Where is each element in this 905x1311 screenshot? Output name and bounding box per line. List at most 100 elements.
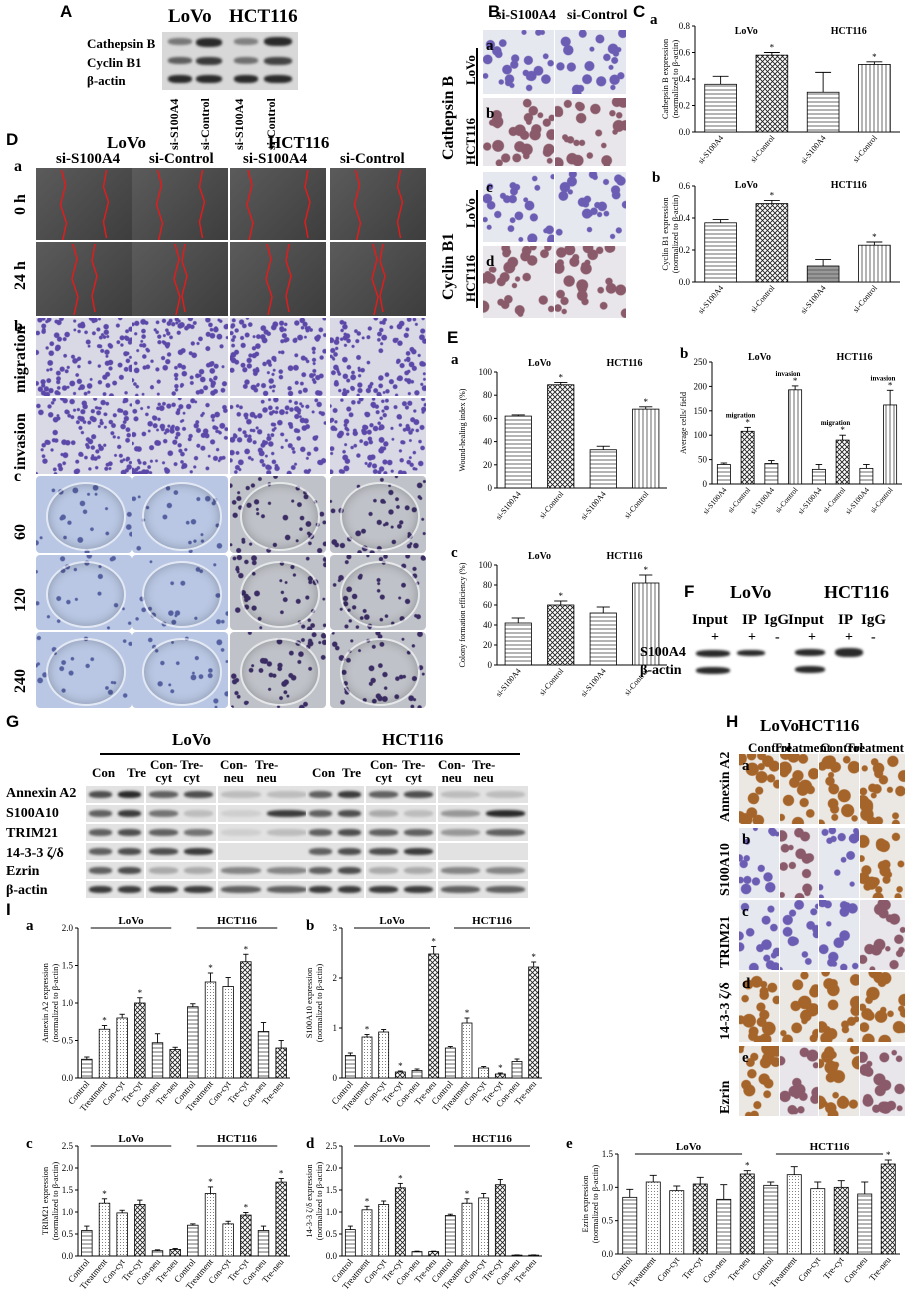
panel-a-row-actin: β-actin xyxy=(87,73,126,88)
panel-f-input-1: Input xyxy=(692,612,728,628)
bar xyxy=(858,244,891,283)
bar xyxy=(151,1042,164,1079)
y-tick-label: 0.4 xyxy=(679,213,691,223)
panel-label-g: G xyxy=(6,712,20,731)
annotation: migration xyxy=(821,419,851,427)
bar xyxy=(461,1022,473,1079)
bar xyxy=(444,1215,456,1257)
panel-b-img-2-1 xyxy=(483,172,554,242)
panel-h-sub-e: e xyxy=(742,1050,749,1066)
x-tick-label: Con-cyt xyxy=(796,1254,823,1283)
panel-d-img-4-3 xyxy=(330,476,426,553)
bar xyxy=(187,1224,199,1257)
bar xyxy=(811,468,826,485)
panel-g-blot-3-5 xyxy=(438,843,528,860)
x-tick-label: Con-neu xyxy=(842,1254,870,1285)
sub-label: b xyxy=(652,170,660,186)
sig-star: * xyxy=(244,1202,249,1212)
panel-d-img-6-0 xyxy=(36,632,132,708)
y-tick-label: 1.5 xyxy=(62,1185,74,1195)
group-label: HCT116 xyxy=(810,1141,850,1153)
panel-h-col-3: Control xyxy=(820,740,864,755)
panel-h-img-4-0 xyxy=(739,1046,779,1116)
sig-star: * xyxy=(872,232,877,242)
sig-star: * xyxy=(138,988,143,998)
panel-g-blot-2-0 xyxy=(86,824,144,841)
bar xyxy=(344,1055,356,1079)
panel-g-lane-1-4: Con- neu xyxy=(438,757,466,785)
y-tick-label: 2.0 xyxy=(62,1163,74,1173)
y-tick-label: 0.4 xyxy=(679,74,691,84)
panel-g-blot-4-2 xyxy=(218,862,310,879)
bar xyxy=(134,1002,146,1079)
panel-g-blot-0-5 xyxy=(438,786,528,803)
group-label: HCT116 xyxy=(836,352,872,363)
x-tick-label: si-S100A4 xyxy=(799,284,828,316)
panel-h-img-0-3 xyxy=(860,754,905,824)
x-tick-label: si-S100A4 xyxy=(799,134,828,166)
bar xyxy=(275,1047,287,1079)
bar xyxy=(786,1174,802,1255)
panel-g-blot-4-0 xyxy=(86,862,144,879)
panel-g-lane-0-3: Tre- cyt xyxy=(180,757,204,785)
panel-g-lane-0-4: Con- neu xyxy=(220,757,248,785)
panel-label-c: C xyxy=(633,2,646,21)
group-label: LoVo xyxy=(735,26,758,37)
bar xyxy=(204,1193,217,1257)
chart-ic: 0.00.51.01.52.02.5Control*TreatmentCon-c… xyxy=(26,1133,290,1291)
panel-a-lane-2: si-Control xyxy=(198,98,212,150)
bar xyxy=(692,1183,708,1255)
sig-star: * xyxy=(102,1189,107,1199)
group-label: LoVo xyxy=(528,358,551,369)
panel-h-img-1-3 xyxy=(860,828,905,898)
bar xyxy=(116,1017,128,1079)
group-label: HCT116 xyxy=(606,358,642,369)
panel-h-sub-c: c xyxy=(742,904,749,920)
panel-d-row-migration: migration xyxy=(12,325,29,393)
panel-d-sub-a: a xyxy=(14,158,22,175)
panel-h-img-0-0 xyxy=(739,754,779,824)
group-label: HCT116 xyxy=(831,26,867,37)
panel-label-i: I xyxy=(6,900,11,919)
panel-d-row-120: 120 xyxy=(12,588,29,612)
bar xyxy=(257,1031,270,1079)
panel-d-img-3-1 xyxy=(132,398,228,474)
x-tick-label: si-Control xyxy=(623,489,651,520)
bar xyxy=(857,1193,873,1255)
panel-d-img-5-3 xyxy=(330,555,426,630)
y-axis-label: 14-3-3 ζ/δ expression xyxy=(304,1164,314,1238)
panel-h-img-4-2 xyxy=(819,1046,859,1116)
panel-g-blot-1-5 xyxy=(438,805,528,822)
sig-star: * xyxy=(531,952,536,962)
panel-g-lane-1-1: Tre xyxy=(342,765,362,780)
panel-f-minus-2: - xyxy=(871,630,876,645)
panel-h-img-1-0 xyxy=(739,828,779,898)
x-tick-label: si-S100A4 xyxy=(843,485,871,516)
panel-h-img-0-2 xyxy=(819,754,859,824)
y-tick-label: 0 xyxy=(488,483,493,493)
bar xyxy=(134,1204,146,1257)
panel-h-sub-b: b xyxy=(742,832,751,848)
panel-a-row-cyclin: Cyclin B1 xyxy=(87,55,142,70)
panel-g-row-1433: 14-3-3 ζ/δ xyxy=(6,846,64,861)
y-tick-label: 100 xyxy=(694,430,708,440)
panel-f-minus-1: - xyxy=(775,630,780,645)
x-tick-label: si-S100A4 xyxy=(579,667,608,699)
panel-g-row-actin: β-actin xyxy=(6,883,48,898)
panel-g-blot-2-2 xyxy=(218,824,310,841)
panel-g-blot-4-5 xyxy=(438,862,528,879)
panel-h-col-1: Control xyxy=(748,740,792,755)
panel-b-img-1-1 xyxy=(483,98,554,166)
y-tick-label: 1.0 xyxy=(602,1182,614,1192)
group-label: LoVo xyxy=(676,1141,702,1153)
y-axis-label: TRIM21 expression xyxy=(40,1166,50,1235)
bar xyxy=(116,1212,128,1257)
panel-h-sub-a: a xyxy=(742,758,750,774)
panel-f-input-2: Input xyxy=(788,612,824,628)
x-tick-label: si-Control xyxy=(868,486,894,515)
bar xyxy=(504,622,532,666)
panel-g-lane-1-2: Con- cyt xyxy=(370,757,398,785)
panel-g-blot-2-4 xyxy=(366,824,436,841)
chart-ca: 0.0 0.2 0.4 0.6 0.8 si-S100A4 * si-Control si-S1… xyxy=(650,12,900,166)
y-axis-label: (normalized to β-actin) xyxy=(50,964,60,1043)
